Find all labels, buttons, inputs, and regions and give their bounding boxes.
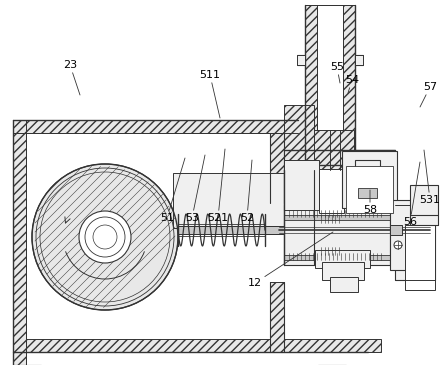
Bar [284, 160, 319, 210]
Bar [284, 255, 390, 260]
Bar [343, 5, 355, 160]
Bar [178, 226, 284, 234]
Bar [395, 205, 435, 280]
Bar [270, 282, 284, 352]
Bar [297, 55, 305, 65]
Bar [390, 200, 420, 270]
Bar [284, 215, 390, 220]
Bar [342, 151, 397, 208]
Text: 531: 531 [420, 150, 440, 205]
Bar [405, 225, 435, 290]
Bar [390, 225, 402, 235]
Text: 12: 12 [248, 232, 333, 288]
Bar [330, 277, 358, 292]
Text: 23: 23 [63, 60, 80, 95]
Text: 51: 51 [160, 158, 185, 223]
Bar [355, 160, 380, 195]
Bar [13, 120, 298, 133]
Text: 58: 58 [363, 190, 377, 215]
Bar [284, 130, 354, 170]
Bar [284, 150, 395, 170]
Bar [315, 250, 370, 268]
Bar [270, 133, 284, 203]
Text: 56: 56 [403, 162, 420, 227]
Text: 52: 52 [240, 160, 254, 223]
Bar [410, 185, 438, 225]
Circle shape [394, 241, 402, 249]
Text: 54: 54 [345, 75, 359, 93]
Circle shape [79, 211, 131, 263]
Bar [284, 205, 390, 265]
Bar [358, 188, 377, 198]
Bar [13, 133, 26, 365]
Bar [305, 5, 317, 160]
Text: 511: 511 [199, 70, 221, 118]
Text: 53: 53 [185, 155, 205, 223]
Bar [346, 166, 393, 213]
Text: 521: 521 [207, 149, 229, 223]
Text: 55: 55 [330, 62, 344, 83]
Bar [317, 5, 343, 160]
Bar [322, 262, 364, 280]
Text: 57: 57 [420, 82, 437, 107]
Bar [355, 55, 363, 65]
Bar [410, 200, 430, 270]
Wedge shape [32, 164, 178, 310]
Bar [13, 339, 381, 352]
Bar [319, 169, 344, 213]
Bar [173, 173, 284, 228]
Bar [284, 105, 314, 170]
